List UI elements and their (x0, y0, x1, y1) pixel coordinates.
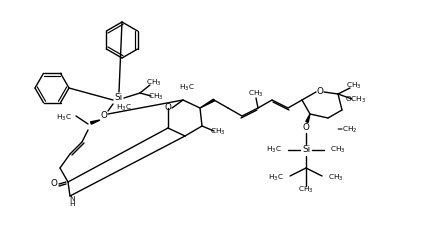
Text: H$_3$C: H$_3$C (116, 103, 132, 113)
Text: O: O (101, 111, 107, 121)
Text: O: O (164, 103, 171, 112)
Text: CH$_3$: CH$_3$ (248, 89, 264, 99)
Text: CH$_3$: CH$_3$ (298, 185, 314, 195)
Text: Si: Si (114, 94, 122, 102)
Text: CH$_3$: CH$_3$ (146, 78, 162, 88)
Text: H: H (69, 201, 75, 207)
Text: H$_3$C: H$_3$C (56, 113, 72, 123)
Text: CH$_3$: CH$_3$ (148, 92, 164, 102)
Text: CH$_3$: CH$_3$ (346, 81, 362, 91)
Text: N: N (69, 196, 75, 202)
Text: CH$_3$: CH$_3$ (330, 145, 346, 155)
Polygon shape (306, 114, 310, 122)
Text: Si: Si (302, 146, 310, 155)
Text: O: O (317, 87, 324, 97)
Text: H$_3$C: H$_3$C (266, 145, 282, 155)
Text: H$_3$C: H$_3$C (179, 83, 195, 93)
Text: =CH$_2$: =CH$_2$ (336, 125, 358, 135)
Text: H$_3$C: H$_3$C (268, 173, 284, 183)
Polygon shape (91, 120, 100, 124)
Polygon shape (200, 99, 215, 108)
Text: OCH$_3$: OCH$_3$ (345, 95, 367, 105)
Text: O: O (51, 180, 58, 188)
Text: O: O (303, 123, 310, 133)
Text: CH$_3$: CH$_3$ (328, 173, 344, 183)
Text: CH$_3$: CH$_3$ (210, 127, 226, 137)
